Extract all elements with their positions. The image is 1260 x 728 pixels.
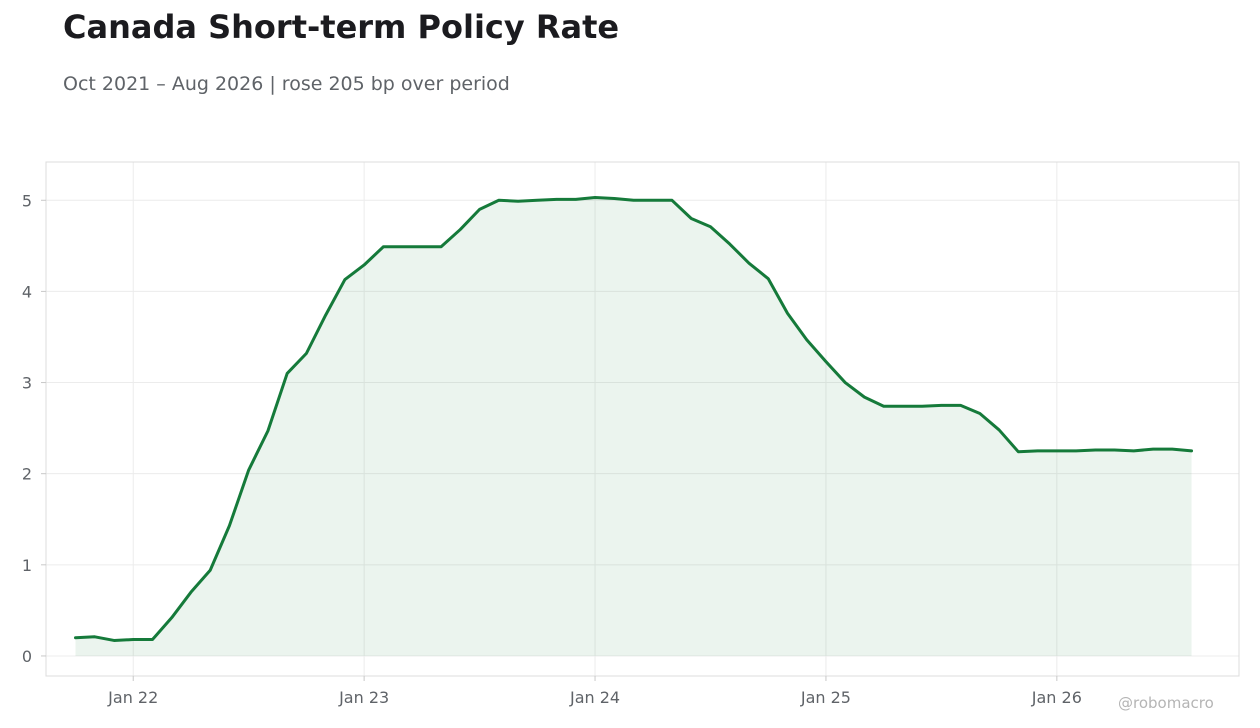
chart-title: Canada Short-term Policy Rate — [63, 8, 620, 46]
x-tick-label: Jan 24 — [569, 688, 620, 707]
y-tick-label: 1 — [22, 556, 32, 575]
rate-area-fill — [75, 197, 1192, 656]
y-tick-label: 2 — [22, 465, 32, 484]
chart-subtitle: Oct 2021 – Aug 2026 | rose 205 bp over p… — [63, 73, 510, 95]
x-tick-label: Jan 22 — [107, 688, 158, 707]
y-tick-label: 5 — [22, 191, 32, 210]
y-axis-ticks: 0 1 2 3 4 5 — [22, 191, 46, 666]
x-tick-label: Jan 23 — [338, 688, 389, 707]
y-tick-label: 0 — [22, 647, 32, 666]
rate-line — [74, 196, 1194, 642]
y-tick-label: 3 — [22, 374, 32, 393]
x-axis-ticks: Jan 22 Jan 23 Jan 24 Jan 25 Jan 26 — [107, 676, 1082, 707]
watermark: @robomacro — [1118, 694, 1214, 712]
x-tick-label: Jan 25 — [800, 688, 851, 707]
plot-frame — [45, 161, 1240, 677]
y-tick-label: 4 — [22, 282, 32, 301]
x-tick-label: Jan 26 — [1031, 688, 1082, 707]
